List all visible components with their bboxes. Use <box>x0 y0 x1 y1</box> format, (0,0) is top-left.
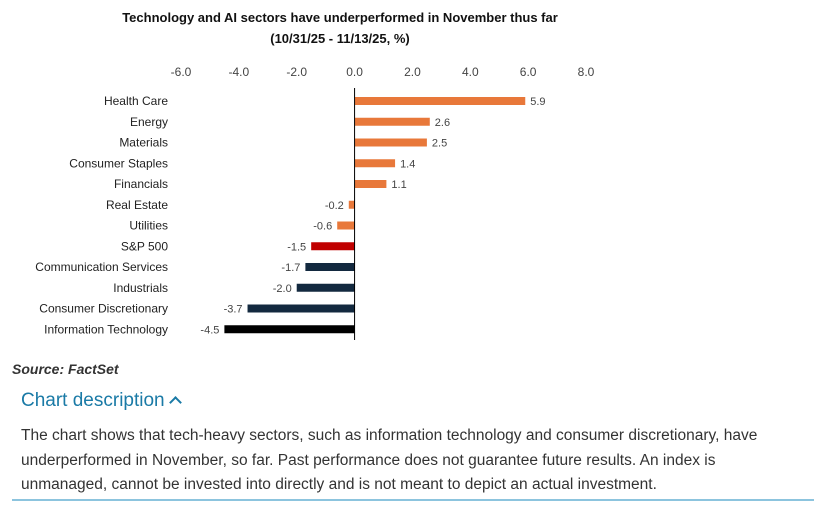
x-tick-label: -6.0 <box>171 65 192 79</box>
data-label: 2.6 <box>435 117 450 129</box>
bar <box>354 180 387 188</box>
data-label: 1.4 <box>400 158 415 170</box>
chevron-up-icon <box>168 396 182 409</box>
category-label: Utilities <box>129 219 168 233</box>
bar <box>354 159 396 168</box>
bar <box>354 97 526 105</box>
bar <box>305 263 355 271</box>
x-tick-label: 4.0 <box>462 65 479 79</box>
data-label: -2.0 <box>273 283 292 295</box>
category-label: Information Technology <box>44 322 168 336</box>
data-label: -1.7 <box>281 262 300 274</box>
source-note: Source: FactSet <box>12 361 119 377</box>
category-label: Materials <box>119 136 168 150</box>
category-label: Communication Services <box>35 260 168 274</box>
x-tick-label: 2.0 <box>404 65 421 79</box>
bar <box>348 200 355 209</box>
data-label: -1.5 <box>287 241 306 253</box>
bar <box>354 117 430 126</box>
bar-chart: -6.0 -4.0 -2.0 0.0 2.0 4.0 6.0 8.0 Health Care 5.… <box>35 65 595 340</box>
category-label: Health Care <box>104 94 168 108</box>
data-label: -0.6 <box>313 221 332 233</box>
category-label: Industrials <box>113 281 168 295</box>
x-tick-label: -2.0 <box>286 65 307 79</box>
data-label: 2.5 <box>432 138 447 150</box>
chart-subtitle: (10/31/25 - 11/13/25, %) <box>270 31 410 46</box>
bar <box>311 242 355 251</box>
bar <box>247 304 355 313</box>
category-label: Real Estate <box>106 198 168 212</box>
x-tick-label: -4.0 <box>229 65 250 79</box>
x-tick-label: 0.0 <box>346 65 363 79</box>
bar <box>337 221 355 230</box>
bar <box>354 138 427 147</box>
chart-title: Technology and AI sectors have underperf… <box>122 10 558 25</box>
data-label: 5.9 <box>530 96 545 108</box>
chart-description-label: Chart description <box>21 390 165 411</box>
bar <box>224 325 355 334</box>
x-tick-label: 8.0 <box>578 65 595 79</box>
bar <box>296 283 355 292</box>
category-label: S&P 500 <box>121 239 168 253</box>
chart-description-text: The chart shows that tech-heavy sectors,… <box>21 427 758 493</box>
category-label: Financials <box>114 177 168 191</box>
data-label: -4.5 <box>200 324 219 336</box>
category-label: Energy <box>130 115 168 129</box>
divider <box>12 499 814 501</box>
data-label: -0.2 <box>325 200 344 212</box>
category-label: Consumer Discretionary <box>39 302 168 316</box>
x-tick-label: 6.0 <box>520 65 537 79</box>
data-label: -3.7 <box>224 304 243 316</box>
category-label: Consumer Staples <box>69 156 168 170</box>
chart-description-toggle[interactable]: Chart description <box>21 390 182 412</box>
data-label: 1.1 <box>391 179 406 191</box>
